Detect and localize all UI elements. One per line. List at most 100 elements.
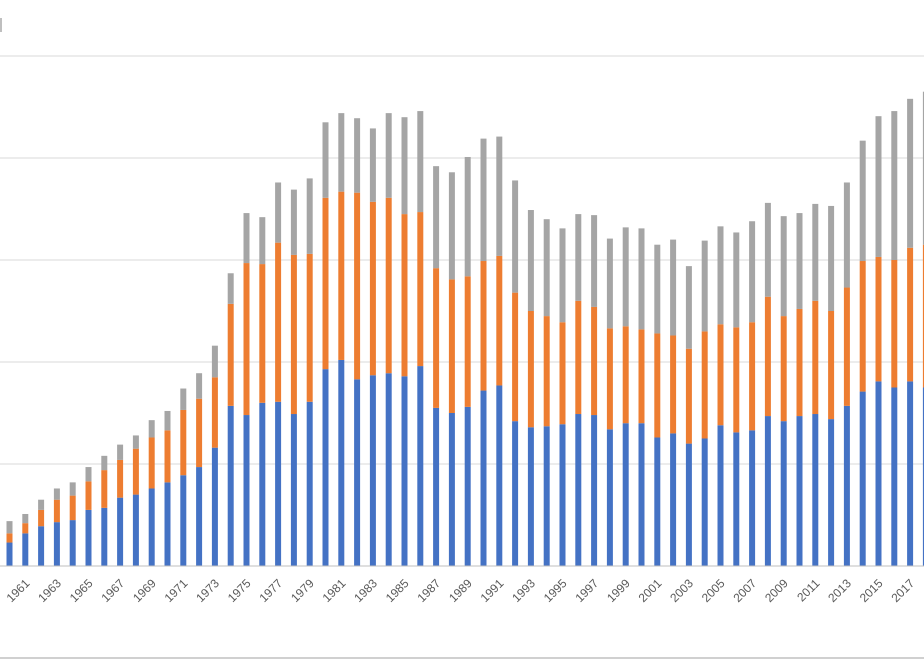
bar-segment-2014-s3 (860, 141, 866, 261)
bar-segment-1981-s3 (338, 113, 344, 192)
bar-segment-1967-s1 (117, 498, 123, 566)
bar-segment-1985-s3 (402, 117, 408, 214)
bar-segment-1979-s3 (307, 178, 313, 253)
bar-segment-2015-s3 (876, 116, 882, 257)
bar-segment-1991-s1 (496, 385, 502, 566)
bar-segment-1966-s1 (101, 508, 107, 566)
bar-segment-2008-s1 (765, 416, 771, 566)
bar-segment-1986-s3 (417, 111, 423, 212)
bar-segment-1999-s1 (623, 423, 629, 566)
bar-segment-1982-s1 (354, 379, 360, 566)
bar-segment-1996-s2 (575, 301, 581, 414)
bar-segment-2013-s2 (844, 288, 850, 406)
bar-segment-1961-s2 (22, 523, 28, 533)
bar-segment-1974-s2 (228, 304, 234, 406)
bars (7, 92, 924, 566)
bar-segment-2006-s2 (733, 327, 739, 432)
bar-segment-2016-s1 (891, 388, 897, 567)
x-tick-label-1999: 1999 (604, 576, 633, 605)
bar-segment-2010-s1 (797, 416, 803, 566)
bar-segment-1983-s1 (370, 375, 376, 566)
bar-segment-1992-s2 (512, 293, 518, 422)
bar-segment-1973-s2 (212, 377, 218, 447)
bar-segment-2007-s3 (749, 221, 755, 322)
bar-segment-1998-s1 (607, 429, 613, 566)
bar-segment-1973-s3 (212, 346, 218, 378)
bar-segment-1989-s2 (465, 276, 471, 407)
bar-segment-1973-s1 (212, 448, 218, 566)
bar-segment-1961-s3 (22, 514, 28, 523)
bar-segment-2010-s3 (797, 213, 803, 309)
bar-segment-2006-s3 (733, 232, 739, 327)
x-tick-label-1983: 1983 (351, 576, 380, 605)
bar-segment-1994-s3 (544, 219, 550, 316)
bar-segment-1966-s3 (101, 456, 107, 470)
bar-segment-1984-s3 (386, 113, 392, 198)
x-tick-label-1981: 1981 (320, 576, 349, 605)
x-tick-label-1967: 1967 (98, 576, 127, 605)
bar-segment-1992-s1 (512, 421, 518, 566)
bar-segment-1989-s1 (465, 407, 471, 566)
bar-segment-2004-s1 (702, 439, 708, 567)
bar-segment-1992-s3 (512, 180, 518, 292)
bar-segment-1970-s1 (165, 482, 171, 566)
bar-segment-2002-s2 (670, 335, 676, 433)
bar-segment-1974-s3 (228, 273, 234, 304)
bar-segment-1967-s2 (117, 460, 123, 498)
bar-segment-2005-s3 (718, 226, 724, 324)
bar-segment-1964-s3 (70, 482, 76, 495)
bar-segment-2007-s1 (749, 430, 755, 566)
x-tick-label-2017: 2017 (888, 576, 917, 605)
bar-segment-1996-s3 (575, 214, 581, 301)
x-tick-label-1989: 1989 (446, 576, 475, 605)
x-tick-label-1995: 1995 (541, 576, 570, 605)
bar-segment-2004-s3 (702, 241, 708, 332)
bar-segment-2008-s3 (765, 203, 771, 297)
bar-segment-1990-s2 (481, 261, 487, 391)
bar-segment-1995-s3 (560, 228, 566, 322)
bar-segment-2011-s3 (812, 204, 818, 301)
bar-segment-1977-s1 (275, 402, 281, 566)
bar-segment-2004-s2 (702, 331, 708, 438)
bar-segment-1999-s3 (623, 227, 629, 326)
bar-segment-1988-s1 (449, 413, 455, 566)
bar-segment-1960-s3 (7, 521, 13, 533)
bar-segment-2012-s3 (828, 206, 834, 311)
x-tick-label-1963: 1963 (35, 576, 64, 605)
x-tick-label-1971: 1971 (162, 576, 191, 605)
x-tick-label-2015: 2015 (857, 576, 886, 605)
bar-segment-2002-s3 (670, 240, 676, 336)
bar-segment-2009-s2 (781, 316, 787, 421)
bar-segment-2011-s1 (812, 414, 818, 566)
x-tick-label-1987: 1987 (414, 576, 443, 605)
bar-segment-1979-s2 (307, 254, 313, 402)
bar-segment-1966-s2 (101, 470, 107, 508)
bar-segment-2003-s1 (686, 444, 692, 566)
bar-segment-1965-s1 (86, 510, 92, 566)
bar-segment-1984-s2 (386, 198, 392, 373)
bar-segment-2006-s1 (733, 432, 739, 566)
bar-segment-2001-s1 (654, 437, 660, 566)
bar-segment-2017-s2 (907, 248, 913, 382)
bar-segment-1971-s2 (180, 410, 186, 475)
bar-segment-1985-s2 (402, 214, 408, 376)
bar-segment-2009-s1 (781, 421, 787, 566)
bar-segment-1975-s1 (244, 415, 250, 566)
x-tick-label-1979: 1979 (288, 576, 317, 605)
bar-segment-1968-s3 (133, 435, 139, 448)
bar-segment-1981-s2 (338, 192, 344, 360)
bar-segment-2017-s1 (907, 381, 913, 566)
bar-segment-2013-s3 (844, 182, 850, 287)
bar-segment-1961-s1 (22, 533, 28, 566)
bar-segment-2001-s2 (654, 333, 660, 437)
bar-segment-1968-s1 (133, 495, 139, 566)
bar-segment-1988-s2 (449, 279, 455, 413)
bar-segment-1977-s2 (275, 243, 281, 402)
bar-segment-1989-s3 (465, 157, 471, 276)
x-tick-label-1991: 1991 (478, 576, 507, 605)
bar-segment-1972-s3 (196, 373, 202, 399)
bar-segment-2016-s2 (891, 260, 897, 388)
bar-segment-1969-s3 (149, 420, 155, 437)
x-tick-label-2001: 2001 (636, 576, 665, 605)
